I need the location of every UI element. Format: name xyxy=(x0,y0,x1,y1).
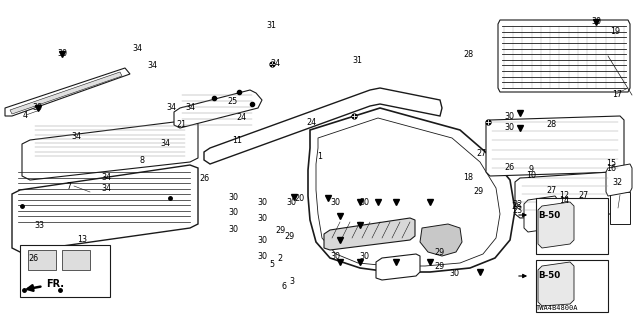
Text: 4: 4 xyxy=(23,111,28,120)
Text: 30: 30 xyxy=(504,124,515,132)
Text: 29: 29 xyxy=(275,226,285,235)
Polygon shape xyxy=(610,192,630,224)
Polygon shape xyxy=(498,20,630,92)
Text: 24: 24 xyxy=(306,118,316,127)
Text: 27: 27 xyxy=(579,191,589,200)
Text: 30: 30 xyxy=(33,103,43,112)
Text: 30: 30 xyxy=(257,236,268,245)
Text: 26: 26 xyxy=(511,202,522,211)
Text: 27: 27 xyxy=(476,149,486,158)
Polygon shape xyxy=(606,164,632,196)
Text: 34: 34 xyxy=(101,173,111,182)
Text: 26: 26 xyxy=(504,164,515,172)
Text: 10: 10 xyxy=(526,171,536,180)
Text: 28: 28 xyxy=(463,50,474,59)
Text: 23: 23 xyxy=(512,206,522,215)
Text: 9: 9 xyxy=(529,165,534,174)
Text: 30: 30 xyxy=(228,208,238,217)
Text: 34: 34 xyxy=(166,103,177,112)
Text: 30: 30 xyxy=(591,17,602,26)
Text: 11: 11 xyxy=(232,136,242,145)
Text: 26: 26 xyxy=(200,174,210,183)
Text: B-50: B-50 xyxy=(538,211,560,220)
Text: 29: 29 xyxy=(285,232,295,241)
Bar xyxy=(536,260,608,312)
Polygon shape xyxy=(486,116,624,176)
Text: 13: 13 xyxy=(77,235,87,244)
Text: 30: 30 xyxy=(360,252,370,261)
Text: 14: 14 xyxy=(559,196,570,205)
Text: 24: 24 xyxy=(270,59,280,68)
Text: 1: 1 xyxy=(317,152,323,161)
Text: 29: 29 xyxy=(434,248,444,257)
Bar xyxy=(20,245,110,297)
Bar xyxy=(28,250,56,270)
Text: 18: 18 xyxy=(463,173,474,182)
Text: 30: 30 xyxy=(257,214,268,223)
Polygon shape xyxy=(515,172,615,218)
Polygon shape xyxy=(420,224,462,256)
Text: 30: 30 xyxy=(449,269,460,278)
Text: 28: 28 xyxy=(547,120,557,129)
Text: 30: 30 xyxy=(360,198,370,207)
Text: 3: 3 xyxy=(289,277,294,286)
Text: 26: 26 xyxy=(28,254,38,263)
Polygon shape xyxy=(308,108,515,272)
Polygon shape xyxy=(524,196,558,232)
Text: B-50: B-50 xyxy=(538,271,560,281)
Text: 8: 8 xyxy=(140,156,145,165)
Text: 30: 30 xyxy=(287,198,297,207)
Text: TWA4B4800A: TWA4B4800A xyxy=(536,305,579,311)
Text: 34: 34 xyxy=(72,132,82,141)
Polygon shape xyxy=(538,202,574,248)
Polygon shape xyxy=(204,88,442,164)
Text: 31: 31 xyxy=(266,21,276,30)
Text: 31: 31 xyxy=(352,56,362,65)
Text: 30: 30 xyxy=(330,198,340,207)
Polygon shape xyxy=(174,90,262,128)
Text: 30: 30 xyxy=(228,225,238,234)
Text: 29: 29 xyxy=(434,262,444,271)
Polygon shape xyxy=(22,120,198,180)
Text: 21: 21 xyxy=(177,120,187,129)
Text: 30: 30 xyxy=(58,49,68,58)
Polygon shape xyxy=(376,254,420,280)
Bar xyxy=(536,198,608,254)
Polygon shape xyxy=(10,72,122,114)
Text: 30: 30 xyxy=(228,193,238,202)
Bar xyxy=(62,250,90,270)
Text: 30: 30 xyxy=(330,252,340,261)
Text: 29: 29 xyxy=(474,188,484,196)
Polygon shape xyxy=(5,68,130,116)
Text: 22: 22 xyxy=(512,200,522,209)
Text: 34: 34 xyxy=(147,61,157,70)
Text: 5: 5 xyxy=(269,260,275,269)
Polygon shape xyxy=(324,218,415,250)
Text: 2: 2 xyxy=(278,254,283,263)
Text: 12: 12 xyxy=(559,191,570,200)
Text: 24: 24 xyxy=(237,113,247,122)
Text: 25: 25 xyxy=(228,97,238,106)
Text: 27: 27 xyxy=(547,186,557,195)
Text: 20: 20 xyxy=(294,194,305,203)
Text: 34: 34 xyxy=(186,103,196,112)
Polygon shape xyxy=(12,165,198,252)
Text: 30: 30 xyxy=(257,198,268,207)
Text: 17: 17 xyxy=(612,90,623,99)
Text: 15: 15 xyxy=(606,159,616,168)
Text: FR.: FR. xyxy=(28,279,64,291)
Text: 32: 32 xyxy=(612,178,623,187)
Polygon shape xyxy=(538,262,574,306)
Text: 33: 33 xyxy=(35,221,45,230)
Text: 16: 16 xyxy=(606,164,616,173)
Text: 7: 7 xyxy=(67,182,72,191)
Text: 34: 34 xyxy=(101,184,111,193)
Text: 30: 30 xyxy=(504,112,515,121)
Text: 34: 34 xyxy=(132,44,142,53)
Text: 6: 6 xyxy=(281,282,286,291)
Text: 30: 30 xyxy=(257,252,268,261)
Text: 19: 19 xyxy=(611,27,621,36)
Text: 34: 34 xyxy=(160,140,170,148)
